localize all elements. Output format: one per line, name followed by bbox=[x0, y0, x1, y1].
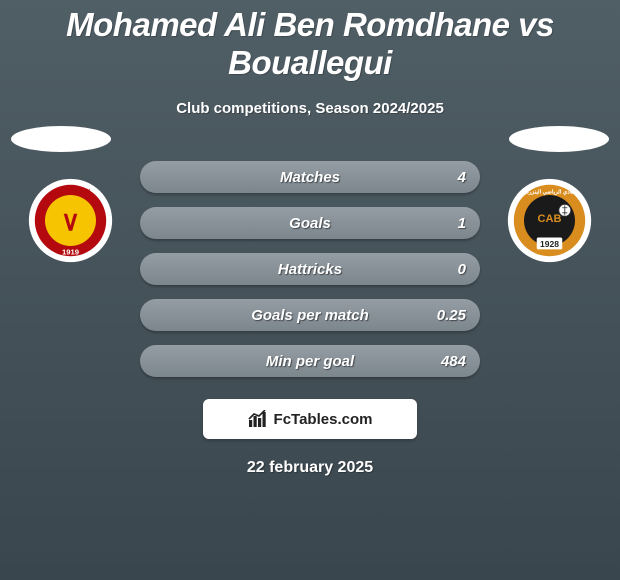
comparison-date: 22 february 2025 bbox=[247, 459, 373, 477]
fctables-label: FcTables.com bbox=[274, 411, 373, 428]
stats-list: Matches 4 Goals 1 Hattricks 0 Goals per … bbox=[140, 161, 480, 377]
stat-row: Matches 4 bbox=[140, 161, 480, 193]
stat-label: Goals per match bbox=[251, 307, 369, 324]
comparison-card: Mohamed Ali Ben Romdhane vs Bouallegui C… bbox=[0, 0, 620, 580]
fctables-attribution[interactable]: FcTables.com bbox=[203, 399, 417, 439]
stat-label: Min per goal bbox=[266, 353, 354, 370]
esperance-tunis-logo-icon: الترجي الرياضي 1919 bbox=[28, 178, 113, 263]
halo-right bbox=[509, 126, 609, 152]
stat-row: Min per goal 484 bbox=[140, 345, 480, 377]
svg-text:1919: 1919 bbox=[62, 248, 79, 257]
stat-row: Goals 1 bbox=[140, 207, 480, 239]
stat-label: Matches bbox=[280, 169, 340, 186]
club-bizertin-logo-icon: النادي الرياضي البنزرتي 1928 CAB bbox=[507, 178, 592, 263]
page-title: Mohamed Ali Ben Romdhane vs Bouallegui bbox=[0, 6, 620, 82]
stat-label: Hattricks bbox=[278, 261, 342, 278]
page-subtitle: Club competitions, Season 2024/2025 bbox=[176, 100, 444, 117]
chart-bars-icon bbox=[248, 410, 268, 428]
club-badge-right: النادي الرياضي البنزرتي 1928 CAB bbox=[507, 178, 592, 263]
stat-row: Goals per match 0.25 bbox=[140, 299, 480, 331]
stat-label: Goals bbox=[289, 215, 331, 232]
svg-text:1928: 1928 bbox=[540, 239, 559, 249]
svg-text:CAB: CAB bbox=[538, 213, 562, 225]
halo-left bbox=[11, 126, 111, 152]
stat-value: 1 bbox=[458, 215, 466, 232]
svg-text:النادي الرياضي البنزرتي: النادي الرياضي البنزرتي bbox=[523, 188, 577, 195]
club-badge-left: الترجي الرياضي 1919 bbox=[28, 178, 113, 263]
stat-value: 484 bbox=[441, 353, 466, 370]
stat-value: 0.25 bbox=[437, 307, 466, 324]
stat-value: 0 bbox=[458, 261, 466, 278]
svg-text:الترجي الرياضي: الترجي الرياضي bbox=[51, 188, 90, 195]
stat-row: Hattricks 0 bbox=[140, 253, 480, 285]
stat-value: 4 bbox=[458, 169, 466, 186]
